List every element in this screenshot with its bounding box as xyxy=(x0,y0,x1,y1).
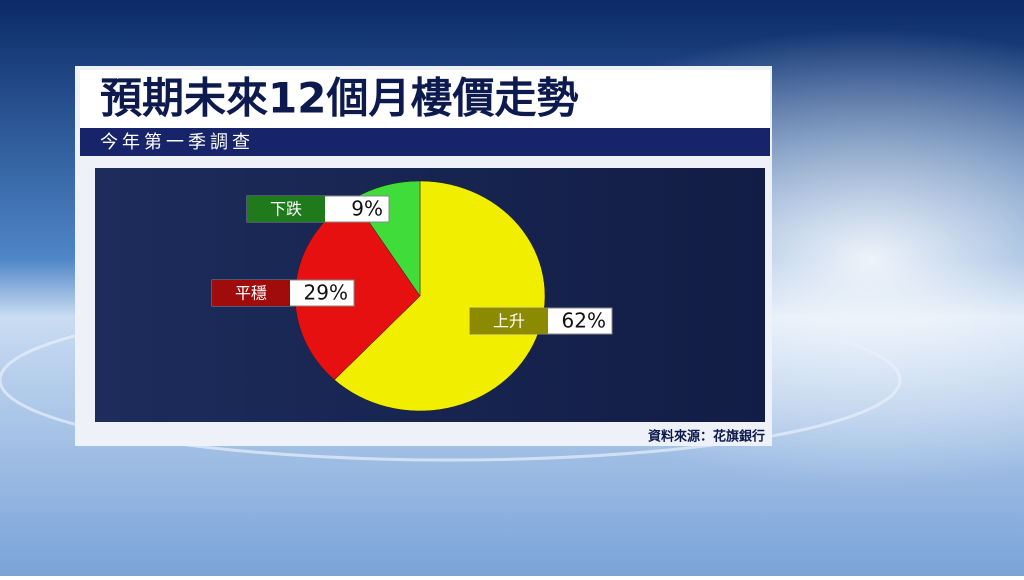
category-label: 平穩 xyxy=(235,284,267,303)
label-category-box xyxy=(247,196,325,222)
chart-title: 預期未來12個月樓價走勢 xyxy=(100,74,578,123)
value-label: 9% xyxy=(351,197,383,221)
label-category-box xyxy=(470,308,548,334)
value-label: 62% xyxy=(562,309,606,333)
source-note: 資料來源：花旗銀行 xyxy=(648,429,765,445)
subtitle-bar xyxy=(80,128,770,156)
title-bar xyxy=(80,70,770,128)
category-label: 下跌 xyxy=(270,200,302,219)
value-label: 29% xyxy=(304,281,348,305)
pie-slice xyxy=(334,180,546,412)
label-category-box xyxy=(212,280,290,306)
category-label: 上升 xyxy=(493,312,525,331)
chart-subtitle: 今年第一季調查 xyxy=(100,132,254,153)
